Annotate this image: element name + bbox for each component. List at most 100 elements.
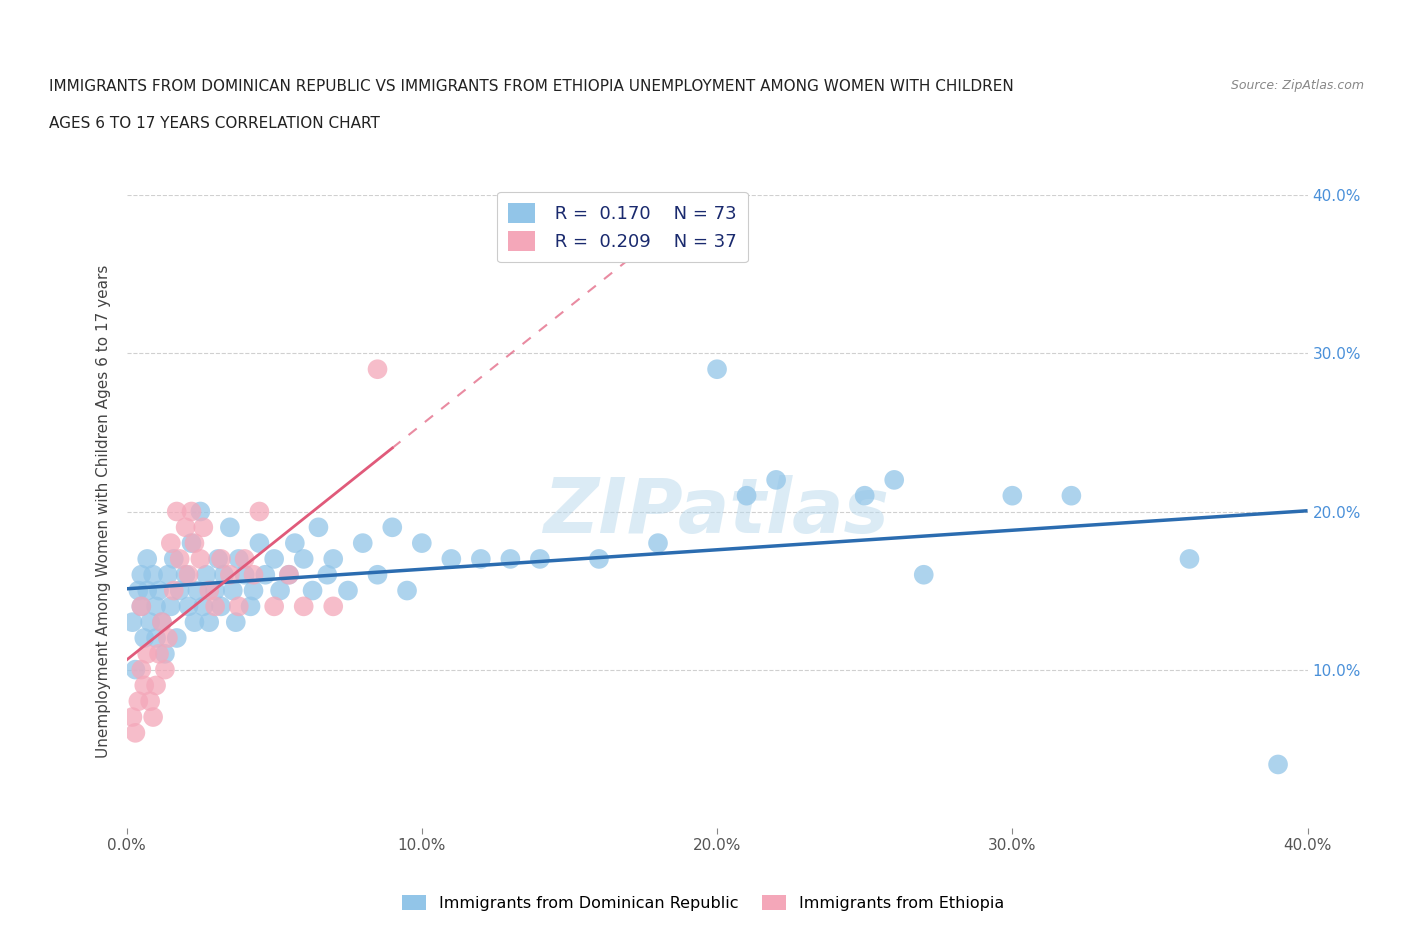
Point [166, 631, 188, 645]
Point [853, 488, 876, 503]
Point [247, 504, 270, 519]
Point [169, 551, 191, 566]
Point [163, 551, 186, 566]
Y-axis label: Unemployment Among Women with Children Ages 6 to 17 years: Unemployment Among Women with Children A… [96, 265, 111, 758]
Point [366, 362, 388, 377]
Point [177, 599, 200, 614]
Point [233, 567, 256, 582]
Point [136, 551, 159, 566]
Point [647, 536, 669, 551]
Text: IMMIGRANTS FROM DOMINICAN REPUBLIC VS IMMIGRANTS FROM ETHIOPIA UNEMPLOYMENT AMON: IMMIGRANTS FROM DOMINICAN REPUBLIC VS IM… [49, 79, 1014, 94]
Point [174, 567, 197, 582]
Point [209, 599, 232, 614]
Point [1178, 551, 1201, 566]
Point [153, 646, 176, 661]
Point [228, 551, 250, 566]
Point [1267, 757, 1289, 772]
Point [177, 567, 200, 582]
Point [440, 551, 463, 566]
Point [136, 583, 159, 598]
Point [166, 504, 188, 519]
Point [470, 551, 492, 566]
Point [292, 599, 315, 614]
Point [381, 520, 404, 535]
Point [150, 615, 173, 630]
Point [129, 599, 153, 614]
Point [183, 536, 205, 551]
Legend: Immigrants from Dominican Republic, Immigrants from Ethiopia: Immigrants from Dominican Republic, Immi… [395, 889, 1011, 917]
Point [142, 710, 165, 724]
Point [129, 599, 153, 614]
Point [366, 567, 388, 582]
Point [301, 583, 323, 598]
Point [169, 583, 191, 598]
Point [735, 488, 758, 503]
Point [145, 631, 167, 645]
Point [183, 615, 205, 630]
Point [352, 536, 374, 551]
Point [247, 536, 270, 551]
Point [219, 520, 242, 535]
Point [233, 551, 256, 566]
Point [163, 583, 186, 598]
Point [284, 536, 307, 551]
Point [588, 551, 610, 566]
Point [228, 599, 250, 614]
Point [195, 567, 218, 582]
Point [529, 551, 551, 566]
Text: AGES 6 TO 17 YEARS CORRELATION CHART: AGES 6 TO 17 YEARS CORRELATION CHART [49, 116, 380, 131]
Point [159, 536, 183, 551]
Point [765, 472, 787, 487]
Point [121, 710, 143, 724]
Point [242, 583, 264, 598]
Point [254, 567, 277, 582]
Point [134, 631, 156, 645]
Point [207, 551, 229, 566]
Point [263, 551, 285, 566]
Point [136, 646, 159, 661]
Point [127, 583, 149, 598]
Point [159, 599, 183, 614]
Point [222, 583, 245, 598]
Point [396, 583, 419, 598]
Point [156, 631, 179, 645]
Point [269, 583, 291, 598]
Legend:  R =  0.170    N = 73,  R =  0.209    N = 37: R = 0.170 N = 73, R = 0.209 N = 37 [498, 192, 748, 262]
Point [411, 536, 433, 551]
Point [209, 551, 232, 566]
Point [198, 615, 221, 630]
Point [204, 599, 226, 614]
Point [292, 551, 315, 566]
Point [124, 725, 146, 740]
Point [188, 551, 211, 566]
Point [129, 662, 153, 677]
Point [322, 551, 344, 566]
Point [193, 599, 215, 614]
Point [121, 615, 143, 630]
Point [148, 646, 170, 661]
Point [142, 567, 165, 582]
Point [706, 362, 728, 377]
Point [174, 520, 197, 535]
Point [912, 567, 935, 582]
Point [186, 583, 208, 598]
Point [139, 615, 162, 630]
Point [204, 583, 226, 598]
Point [156, 567, 179, 582]
Point [239, 599, 262, 614]
Point [1060, 488, 1083, 503]
Point [150, 615, 173, 630]
Point [263, 599, 285, 614]
Point [148, 583, 170, 598]
Point [499, 551, 522, 566]
Text: Source: ZipAtlas.com: Source: ZipAtlas.com [1230, 79, 1364, 92]
Point [134, 678, 156, 693]
Point [124, 662, 146, 677]
Point [145, 678, 167, 693]
Point [180, 504, 202, 519]
Point [1001, 488, 1024, 503]
Point [193, 520, 215, 535]
Point [145, 599, 167, 614]
Point [153, 662, 176, 677]
Point [337, 583, 360, 598]
